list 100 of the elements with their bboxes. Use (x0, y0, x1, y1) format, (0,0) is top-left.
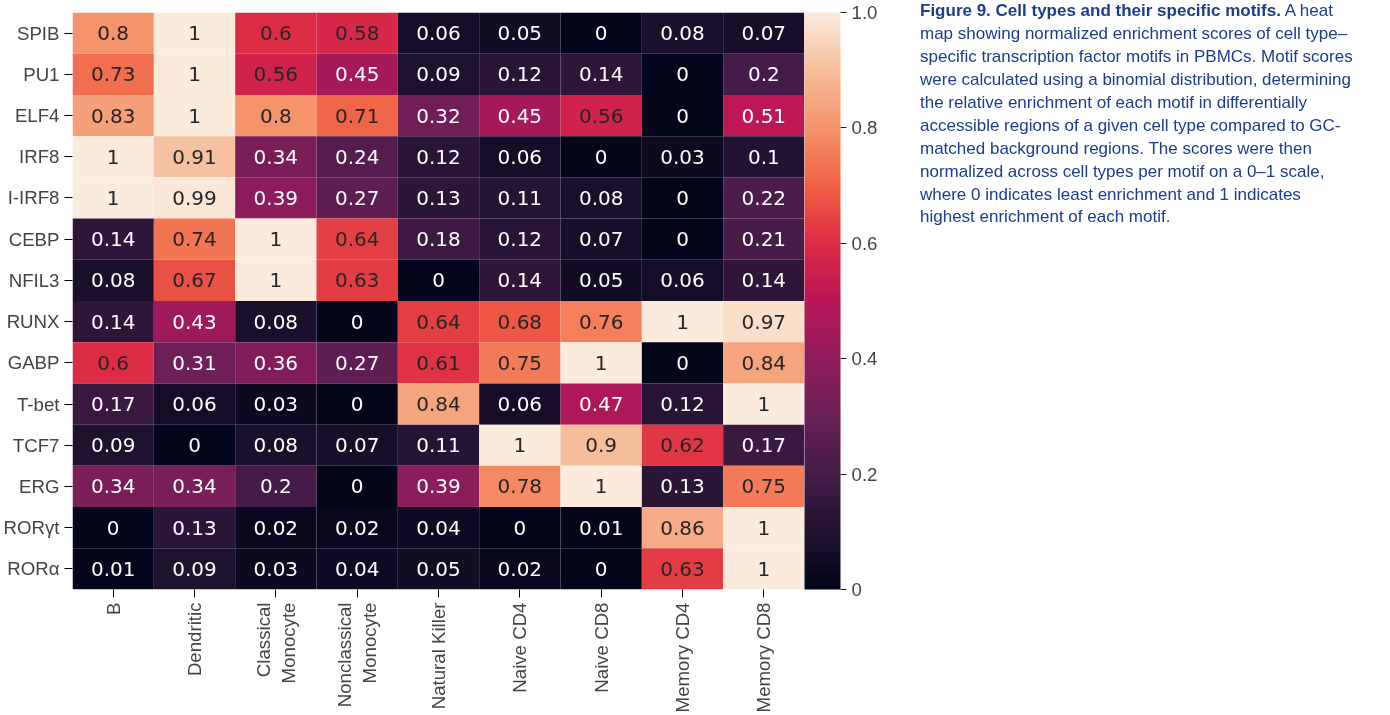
data-label: 0.09 (416, 62, 461, 87)
data-label: 0.75 (741, 474, 787, 499)
x-tick-label: Memory CD8 (753, 602, 775, 713)
data-label: 0.1 (747, 144, 780, 169)
data-label: 1 (676, 309, 689, 334)
data-label: 0.24 (334, 144, 380, 169)
data-label: 0.97 (741, 309, 787, 334)
y-tick-label: RUNX (6, 311, 61, 333)
data-label: 0 (350, 309, 364, 334)
data-label: 0.39 (416, 474, 461, 499)
data-label: 0.09 (90, 433, 136, 458)
data-label: 1 (594, 350, 608, 375)
data-label: 0.22 (741, 185, 787, 210)
data-label: 0.62 (660, 433, 705, 458)
data-label: 0.09 (172, 556, 217, 581)
data-label: 0 (676, 350, 689, 375)
data-label: 0.17 (90, 392, 136, 417)
data-label: 1 (594, 474, 608, 499)
data-label: 0.74 (172, 227, 217, 252)
data-label: 0.07 (741, 21, 787, 46)
y-tick-label: IRF8 (19, 146, 60, 168)
data-label: 0.68 (497, 309, 543, 334)
data-label: 0.99 (172, 185, 217, 210)
data-label: 0.12 (497, 227, 543, 252)
data-label: 0.45 (334, 62, 380, 87)
data-label: 1 (757, 392, 771, 417)
data-label: 0.2 (747, 62, 780, 87)
y-tick-label: RORα (7, 558, 60, 580)
data-label: 0.91 (172, 144, 217, 169)
data-label: 0.51 (741, 103, 787, 128)
data-label: 0.08 (253, 309, 299, 334)
y-tick-label: I-IRF8 (7, 187, 60, 209)
color-bar-label: 0.6 (851, 232, 878, 254)
data-label: 0 (676, 62, 689, 87)
data-label: 0.01 (90, 556, 136, 581)
data-label: 1 (757, 515, 771, 540)
data-label: 0.27 (334, 350, 380, 375)
data-label: 0.13 (416, 185, 461, 210)
data-label: 1 (269, 227, 283, 252)
data-label: 1 (513, 433, 527, 458)
data-label: 0 (350, 474, 364, 499)
data-label: 0.36 (253, 350, 299, 375)
y-tick-label: RORγt (3, 517, 61, 539)
y-tick-label: T-bet (16, 393, 61, 415)
data-label: 0.84 (416, 392, 461, 417)
data-label: 0 (676, 185, 689, 210)
data-label: 0.8 (259, 103, 292, 128)
data-label: 0.04 (334, 556, 380, 581)
data-label: 0.31 (172, 350, 217, 375)
data-label: 0.05 (416, 556, 461, 581)
data-label: 0.06 (172, 392, 217, 417)
x-tick-label: Naive CD4 (509, 602, 531, 693)
data-label: 0.14 (578, 62, 624, 87)
data-label: 0 (513, 515, 527, 540)
data-label: 0.2 (259, 474, 292, 499)
x-tick-label: Natural Killer (428, 602, 449, 710)
data-label: 0.13 (660, 474, 705, 499)
data-label: 0.47 (578, 392, 624, 417)
y-tick-label: ELF4 (14, 105, 60, 127)
data-label: 0 (106, 515, 120, 540)
data-label: 0.86 (660, 515, 705, 540)
y-tick-label: SPIB (16, 22, 60, 44)
data-label: 1 (757, 556, 771, 581)
data-label: 0.63 (334, 268, 380, 293)
data-label: 0.06 (416, 21, 461, 46)
data-label: 0.27 (334, 185, 380, 210)
data-label: 0 (594, 144, 608, 169)
data-label: 0.03 (253, 556, 299, 581)
data-label: 0.03 (253, 392, 299, 417)
color-bar-label: 1.0 (851, 2, 878, 23)
data-label: 0.6 (97, 350, 130, 375)
data-label: 0.01 (578, 515, 624, 540)
data-label: 0.11 (416, 433, 461, 458)
data-label: 0.14 (90, 227, 136, 252)
data-label: 0.08 (90, 268, 136, 293)
data-label: 0.64 (334, 227, 380, 252)
data-label: 0.43 (172, 309, 217, 334)
data-label: 0.84 (741, 350, 787, 375)
data-label: 0.13 (172, 515, 217, 540)
y-tick-label: ERG (19, 475, 60, 497)
data-label: 0.73 (90, 62, 136, 87)
data-label: 0.12 (660, 392, 705, 417)
data-label: 0 (594, 21, 608, 46)
data-label: 0.14 (90, 309, 136, 334)
data-label: 0.21 (741, 227, 787, 252)
color-bar-label: 0.2 (851, 463, 878, 485)
text: Figure 9. Cell types and their specific motifs. (920, 1, 1281, 20)
y-tick-label: CEBP (8, 228, 60, 250)
data-label: 1 (106, 185, 120, 210)
data-label: 0.05 (578, 268, 624, 293)
data-label: 0 (676, 227, 689, 252)
data-label: 0.12 (416, 144, 461, 169)
x-tick-label: Dendritic (184, 602, 205, 677)
data-label: 0.02 (497, 556, 543, 581)
x-tick-label: Naive CD8 (590, 602, 612, 693)
data-label: 0.08 (578, 185, 624, 210)
color-bar-label: 0.8 (851, 117, 878, 139)
x-tick-label: B (102, 602, 124, 615)
data-label: 0.56 (253, 62, 299, 87)
data-label: 0.56 (578, 103, 624, 128)
